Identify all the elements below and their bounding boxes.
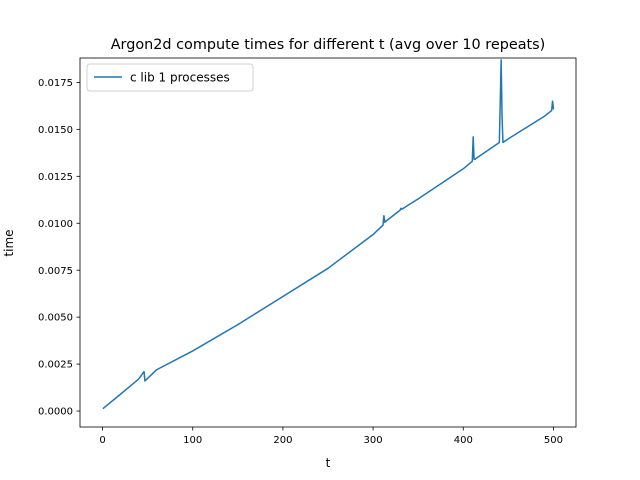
- chart-title: Argon2d compute times for different t (a…: [111, 37, 546, 53]
- x-tick-label: 400: [454, 435, 473, 446]
- axis-ticks: 0 100 200 300 400 500 0.0000 0.0025 0.0050 0.0075…: [38, 78, 563, 446]
- legend-frame: [86, 63, 254, 92]
- x-tick-label: 200: [273, 435, 292, 446]
- legend: c lib 1 processes: [86, 63, 254, 92]
- plot-area: [79, 57, 577, 428]
- series-line-0: [102, 59, 555, 410]
- y-tick-label: 0.0150: [38, 125, 73, 136]
- y-tick-label: 0.0025: [38, 360, 73, 371]
- y-axis-label: time: [2, 229, 16, 256]
- x-tick-label: 300: [364, 435, 383, 446]
- y-tick-label: 0.0050: [38, 313, 73, 324]
- x-tick-label: 500: [544, 435, 563, 446]
- y-tick-label: 0.0175: [38, 78, 73, 89]
- y-tick-label: 0.0100: [38, 219, 73, 230]
- x-tick-label: 0: [99, 435, 105, 446]
- y-tick-label: 0.0125: [38, 172, 73, 183]
- plot-frame: [79, 57, 577, 428]
- legend-label: c lib 1 processes: [130, 71, 230, 85]
- plot-background: [80, 58, 576, 427]
- x-axis-label: t: [326, 456, 331, 470]
- y-tick-label: 0.0000: [38, 407, 73, 418]
- y-tick-label: 0.0075: [38, 266, 73, 277]
- x-tick-label: 100: [183, 435, 202, 446]
